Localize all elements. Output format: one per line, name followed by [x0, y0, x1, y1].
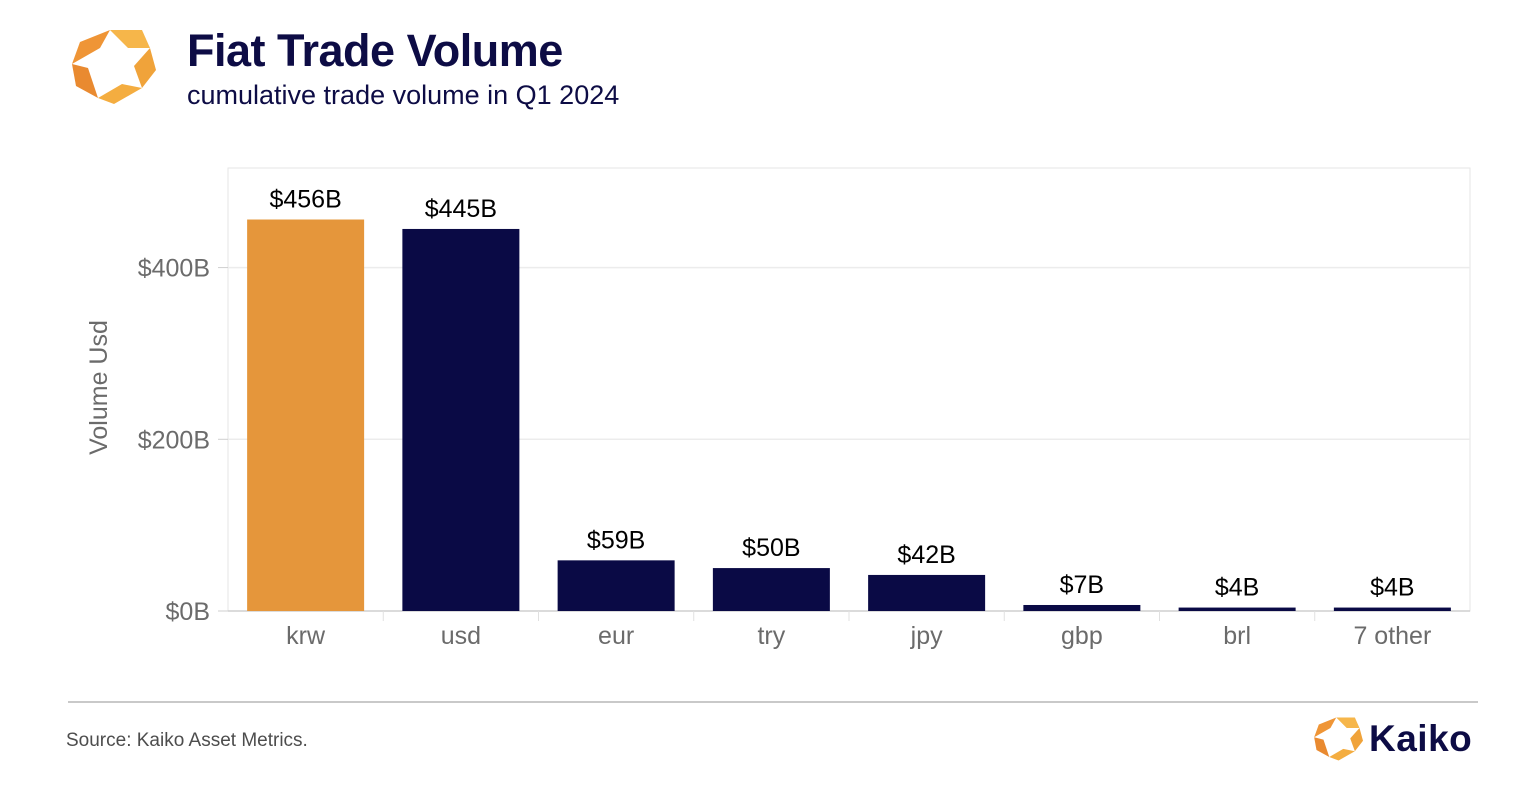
y-tick-label: $0B — [166, 598, 210, 626]
bar-gbp — [1023, 604, 1141, 611]
y-tick-label: $200B — [138, 426, 210, 454]
y-tick-label: $400B — [138, 255, 210, 283]
x-tick-label: usd — [441, 622, 481, 650]
x-tick-label: eur — [598, 622, 634, 650]
kaiko-brand-icon — [1314, 717, 1363, 761]
bar-value-label: $4B — [1370, 574, 1414, 602]
footer-divider — [68, 701, 1478, 703]
source-note: Source: Kaiko Asset Metrics. — [66, 730, 308, 751]
x-tick-label: gbp — [1061, 622, 1103, 650]
bar-brl — [1178, 607, 1296, 611]
brand-wordmark: Kaiko — [1313, 714, 1472, 764]
bar-eur — [557, 560, 675, 611]
bar-jpy — [868, 574, 986, 611]
chart-subtitle: cumulative trade volume in Q1 2024 — [187, 80, 620, 110]
bar-value-label: $50B — [742, 534, 800, 562]
brand-name: Kaiko — [1369, 718, 1473, 759]
bar-7-other — [1333, 607, 1451, 611]
bar-value-label: $456B — [269, 186, 341, 214]
bar-value-label: $42B — [897, 541, 955, 569]
bar-value-label: $59B — [587, 526, 645, 554]
bar-value-label: $7B — [1060, 571, 1104, 599]
bar-value-label: $4B — [1215, 574, 1259, 602]
bar-value-label: $445B — [425, 195, 497, 223]
chart-title: Fiat Trade Volume — [187, 25, 563, 76]
x-tick-label: jpy — [910, 622, 943, 650]
bar-krw — [247, 219, 365, 611]
kaiko-logo-icon — [72, 30, 156, 104]
bar-try — [712, 568, 830, 611]
x-tick-label: brl — [1223, 622, 1251, 650]
x-tick-label: try — [757, 622, 785, 650]
x-tick-label: krw — [286, 622, 326, 650]
y-axis-title: Volume Usd — [85, 320, 113, 455]
bar-chart: $0B $200B $400B Volume Usd $456B krw $445B usd $… — [85, 167, 1471, 650]
bar-usd — [402, 228, 520, 611]
x-tick-label: 7 other — [1353, 622, 1431, 650]
